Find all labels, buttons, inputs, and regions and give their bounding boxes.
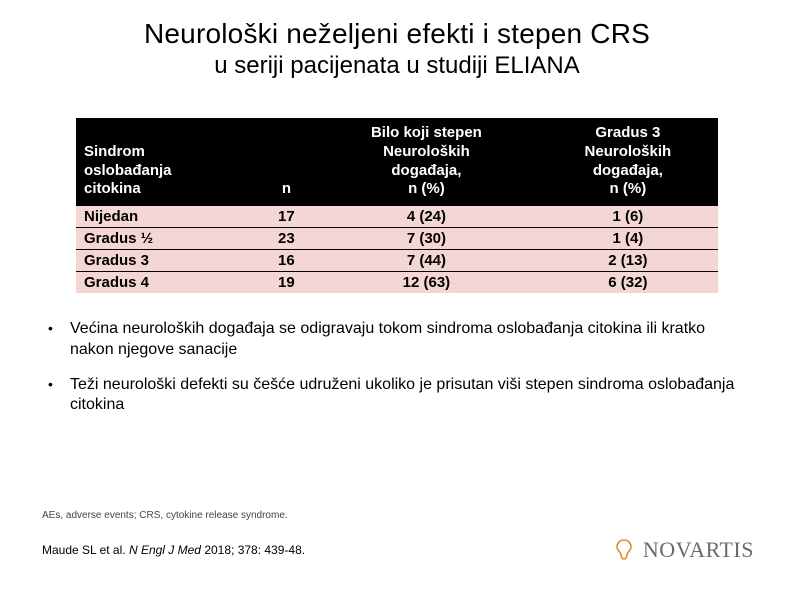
- novartis-mark-icon: [611, 537, 637, 563]
- cell: 7 (30): [315, 228, 538, 250]
- cell: 16: [258, 250, 315, 272]
- novartis-logo-text: NOVARTIS: [643, 537, 754, 563]
- col-header-any-grade: Bilo koji stepenNeurološkihdogađaja,n (%…: [315, 118, 538, 206]
- slide-title: Neurološki neželjeni efekti i stepen CRS: [0, 0, 794, 50]
- bullet-item: Teži neurološki defekti su češće udružen…: [42, 375, 738, 417]
- cell: 1 (4): [538, 228, 718, 250]
- cell: 7 (44): [315, 250, 538, 272]
- novartis-logo: NOVARTIS: [611, 537, 754, 563]
- col-header-grade3: Gradus 3Neurološkihdogađaja,n (%): [538, 118, 718, 206]
- table-row: Gradus ½ 23 7 (30) 1 (4): [76, 228, 718, 250]
- citation: Maude SL et al. N Engl J Med 2018; 378: …: [42, 543, 305, 557]
- cell: 12 (63): [315, 272, 538, 294]
- table-body: Nijedan 17 4 (24) 1 (6) Gradus ½ 23 7 (3…: [76, 206, 718, 294]
- cell: 19: [258, 272, 315, 294]
- cell: Nijedan: [76, 206, 258, 228]
- col-header-n: n: [258, 118, 315, 206]
- citation-journal: N Engl J Med: [129, 543, 201, 557]
- footnote-abbreviations: AEs, adverse events; CRS, cytokine relea…: [42, 510, 288, 521]
- bullet-item: Većina neuroloških događaja se odigravaj…: [42, 319, 738, 361]
- col-header-crs: Sindromoslobađanjacitokina: [76, 118, 258, 206]
- cell: 4 (24): [315, 206, 538, 228]
- data-table-container: Sindromoslobađanjacitokina n Bilo koji s…: [76, 118, 718, 293]
- cell: 17: [258, 206, 315, 228]
- table-row: Nijedan 17 4 (24) 1 (6): [76, 206, 718, 228]
- citation-rest: 2018; 378: 439-48.: [204, 543, 305, 557]
- cell: 6 (32): [538, 272, 718, 294]
- table-row: Gradus 4 19 12 (63) 6 (32): [76, 272, 718, 294]
- cell: 23: [258, 228, 315, 250]
- cell: 2 (13): [538, 250, 718, 272]
- cell: Gradus ½: [76, 228, 258, 250]
- citation-authors: Maude SL et al.: [42, 543, 126, 557]
- bullet-list: Većina neuroloških događaja se odigravaj…: [42, 319, 738, 416]
- cell: Gradus 3: [76, 250, 258, 272]
- slide-subtitle: u seriji pacijenata u studiji ELIANA: [0, 52, 794, 80]
- table-row: Gradus 3 16 7 (44) 2 (13): [76, 250, 718, 272]
- cell: 1 (6): [538, 206, 718, 228]
- cell: Gradus 4: [76, 272, 258, 294]
- neuro-events-table: Sindromoslobađanjacitokina n Bilo koji s…: [76, 118, 718, 293]
